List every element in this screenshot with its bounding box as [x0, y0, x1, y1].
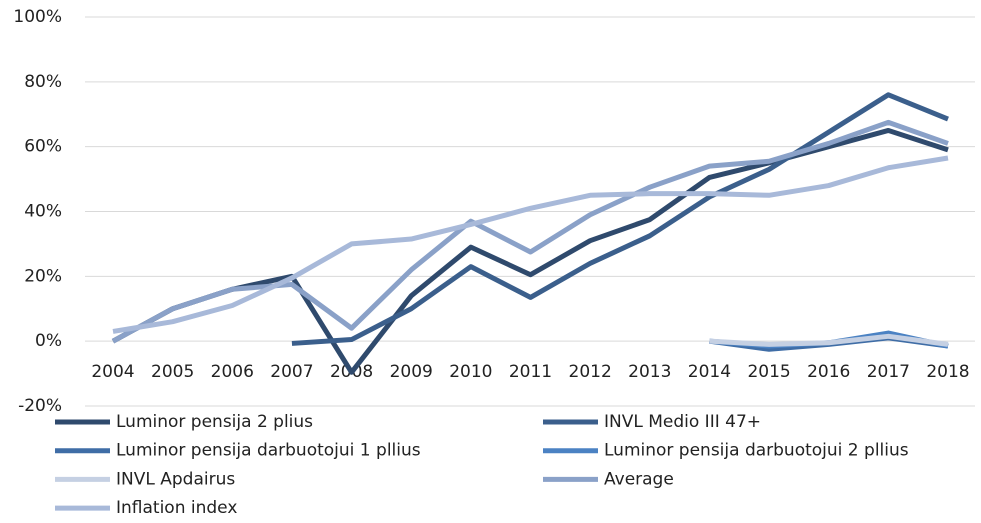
- x-tick-label: 2012: [569, 362, 612, 382]
- x-tick-label: 2010: [449, 362, 492, 382]
- legend-label: INVL Medio III 47+: [604, 412, 761, 432]
- y-tick-label: 0%: [35, 331, 62, 351]
- x-tick-label: 2014: [688, 362, 731, 382]
- legend-label: Inflation index: [116, 498, 237, 518]
- x-tick-label: 2005: [151, 362, 194, 382]
- legend-label: Luminor pensija darbuotojui 2 pllius: [604, 441, 909, 461]
- x-tick-label: 2018: [926, 362, 969, 382]
- legend-label: Luminor pensija 2 plius: [116, 412, 313, 432]
- series-line: [291, 92, 949, 346]
- x-tick-label: 2007: [270, 362, 313, 382]
- x-tick-label: 2013: [628, 362, 671, 382]
- y-tick-label: 60%: [24, 137, 62, 157]
- x-tick-label: 2009: [390, 362, 433, 382]
- y-tick-label: 40%: [24, 202, 62, 222]
- series-line: [709, 333, 949, 347]
- x-tick-label: 2006: [211, 362, 254, 382]
- legend-label: Luminor pensija darbuotojui 1 pllius: [116, 441, 421, 461]
- series-line: [111, 119, 949, 344]
- y-tick-label: 100%: [13, 7, 62, 27]
- series-line: [111, 127, 949, 375]
- x-tick-label: 2016: [807, 362, 850, 382]
- series-line: [112, 155, 949, 334]
- y-tick-label: 80%: [24, 72, 62, 92]
- x-tick-label: 2017: [867, 362, 910, 382]
- x-tick-label: 2011: [509, 362, 552, 382]
- x-tick-label: 2004: [91, 362, 134, 382]
- x-tick-label: 2015: [747, 362, 790, 382]
- y-tick-label: 20%: [24, 266, 62, 286]
- y-tick-label: -20%: [18, 396, 62, 416]
- legend-label: Average: [604, 469, 674, 489]
- legend-label: INVL Apdairus: [116, 469, 235, 489]
